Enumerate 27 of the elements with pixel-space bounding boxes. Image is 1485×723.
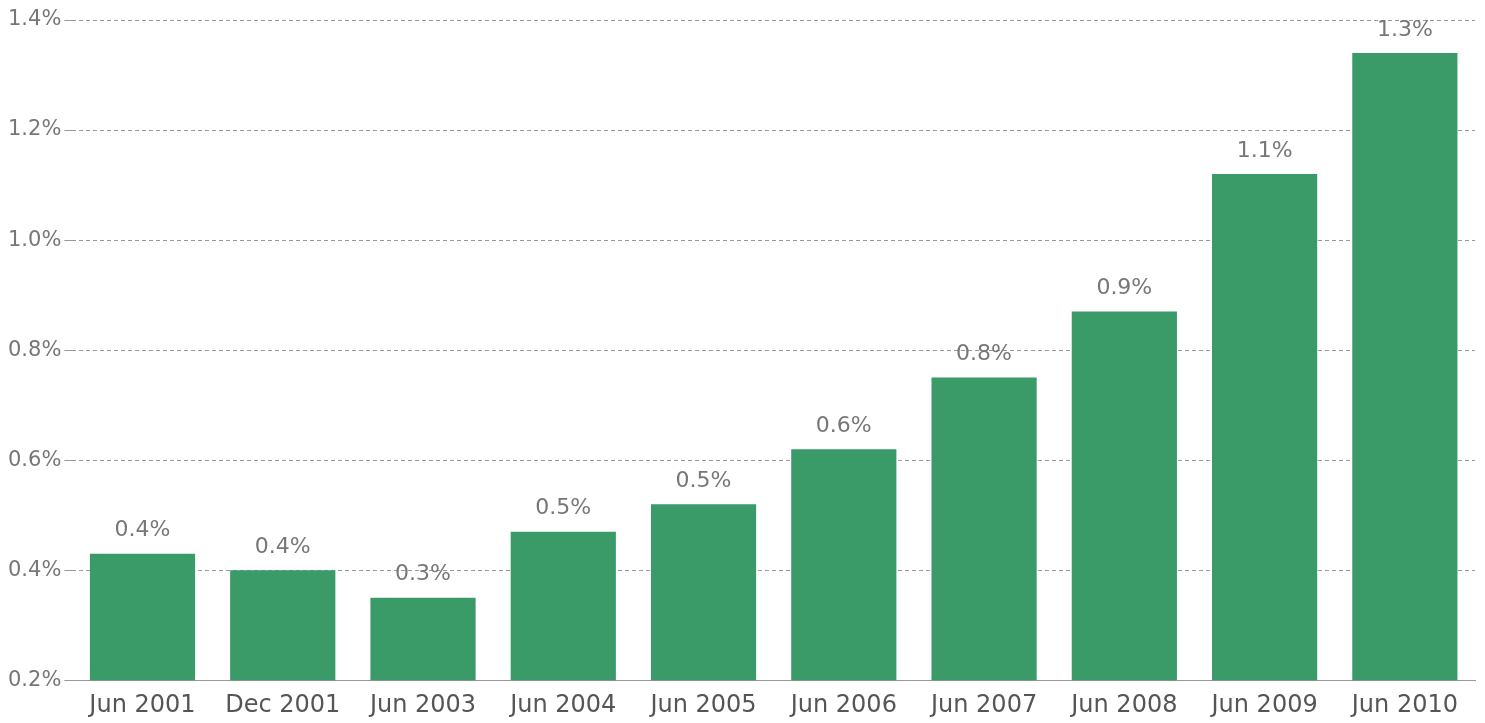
- y-tick-label: 0.2%: [7, 666, 62, 691]
- data-label: 0.5%: [535, 494, 592, 520]
- x-tick-label: Jun 2003: [367, 689, 477, 718]
- x-tick-label: Jun 2009: [1209, 689, 1318, 718]
- data-label: 0.4%: [114, 516, 171, 542]
- y-tick-label: 1.0%: [7, 226, 62, 251]
- y-tick-label: 0.4%: [7, 556, 62, 581]
- data-label: 0.4%: [254, 532, 311, 558]
- x-tick-label: Jun 2010: [1349, 689, 1458, 718]
- y-tick-label: 1.4%: [7, 6, 62, 31]
- x-tick-label: Jun 2006: [788, 689, 897, 718]
- y-tick-label: 0.8%: [7, 336, 62, 361]
- data-label: 0.3%: [395, 560, 451, 586]
- y-tick-label: 0.6%: [7, 446, 62, 471]
- data-label: 1.1%: [1236, 136, 1293, 162]
- x-tick-label: Jun 2008: [1069, 689, 1178, 718]
- x-tick-label: Jun 2005: [648, 689, 757, 718]
- data-label: 0.6%: [815, 411, 872, 437]
- data-label: 1.3%: [1376, 15, 1433, 41]
- data-label: 0.8%: [956, 340, 1013, 366]
- x-tick-label: Jun 2007: [928, 689, 1038, 718]
- x-tick-label: Jun 2001: [87, 689, 196, 718]
- x-tick-label: Dec 2001: [225, 689, 341, 718]
- y-tick-label: 1.2%: [7, 116, 62, 141]
- data-label: 0.5%: [675, 466, 732, 492]
- x-tick-label: Jun 2004: [508, 689, 617, 718]
- data-label: 0.9%: [1096, 274, 1153, 300]
